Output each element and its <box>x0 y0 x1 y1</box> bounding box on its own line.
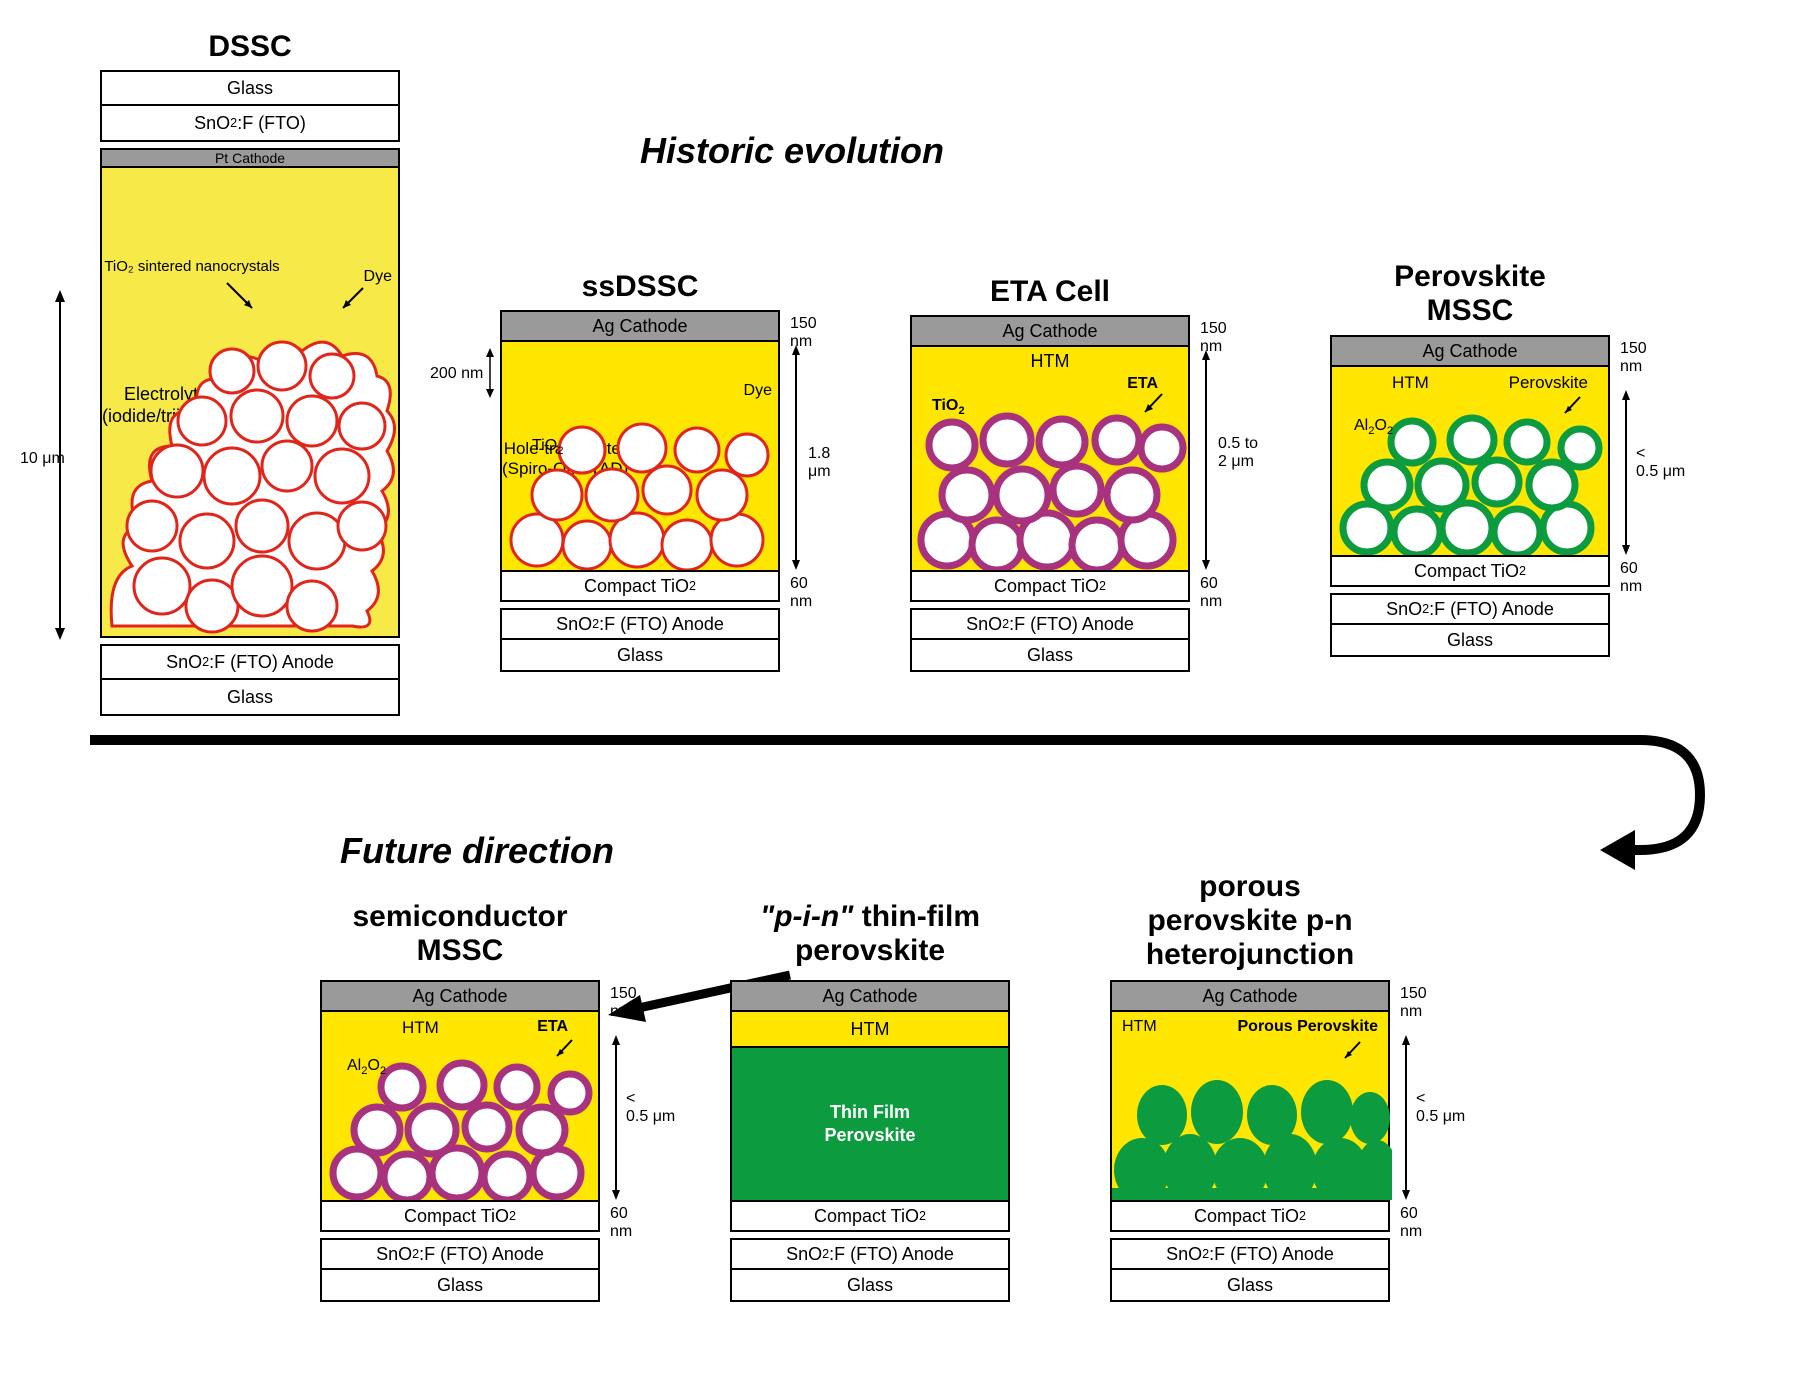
pmssc-dim-meso: < 0.5 μm <box>1636 445 1685 480</box>
smssc-title: semiconductor MSSC <box>320 900 600 968</box>
smssc-compact: Compact TiO2 <box>320 1202 600 1232</box>
porous-dim-60: 60 nm <box>1400 1205 1422 1241</box>
pmssc-fto: SnO2:F (FTO) Anode <box>1330 593 1610 625</box>
eta-tio2-label: TiO2 <box>932 397 965 417</box>
pin-ag: Ag Cathode <box>730 980 1010 1012</box>
ssdssc-dye: Dye <box>744 382 772 400</box>
smssc-dim-meso: < 0.5 μm <box>626 1090 675 1125</box>
ssdssc-fto: SnO2:F (FTO) Anode <box>500 608 780 640</box>
dssc-pt: Pt Cathode <box>100 148 400 168</box>
eta-dim-meso: 0.5 to 2 μm <box>1218 435 1258 471</box>
dssc-fto-bot: SnO2:F (FTO) Anode <box>100 644 400 680</box>
dssc-title: DSSC <box>100 30 400 64</box>
dssc-tio2-label: TiO₂ sintered nanocrystals <box>92 258 292 275</box>
eta-htm: HTM ETA TiO2 <box>910 347 1190 572</box>
ssdssc-dim-60: 60 nm <box>790 575 812 611</box>
pmssc-glass: Glass <box>1330 625 1610 657</box>
ssdssc-tio2: TiO2 <box>532 437 563 457</box>
porous-ag: Ag Cathode <box>1110 980 1390 1012</box>
pin-film: Thin Film Perovskite <box>730 1048 1010 1202</box>
pmssc-htm: HTM Perovskite Al2O2 <box>1330 367 1610 557</box>
eta-title: ETA Cell <box>910 275 1190 309</box>
porous-compact: Compact TiO2 <box>1110 1202 1390 1232</box>
ssdssc-ag: Ag Cathode <box>500 310 780 342</box>
pin-compact: Compact TiO2 <box>730 1202 1010 1232</box>
pmssc-dim-60: 60 nm <box>1620 560 1642 596</box>
eta-ag: Ag Cathode <box>910 315 1190 347</box>
pmssc-compact: Compact TiO2 <box>1330 557 1610 587</box>
porous-fto: SnO2:F (FTO) Anode <box>1110 1238 1390 1270</box>
dssc-glass-bot: Glass <box>100 680 400 716</box>
cell-smssc: semiconductor MSSC Ag Cathode HTM ETA Al… <box>320 900 600 1222</box>
dssc-nanocrystals <box>102 276 402 636</box>
eta-fto: SnO2:F (FTO) Anode <box>910 608 1190 640</box>
porous-htm: HTM Porous Perovskite <box>1110 1012 1390 1202</box>
cell-pin: "p-i-n" thin-film perovskite Ag Cathode … <box>730 900 1010 1222</box>
cell-eta: ETA Cell Ag Cathode HTM ETA TiO2 Compact… <box>910 275 1190 632</box>
ssdssc-glass: Glass <box>500 640 780 672</box>
pin-title: "p-i-n" thin-film perovskite <box>730 900 1010 968</box>
historic-title: Historic evolution <box>640 130 944 172</box>
ssdssc-compact: Compact TiO2 <box>500 572 780 602</box>
smssc-ag: Ag Cathode <box>320 980 600 1012</box>
smssc-htm: HTM ETA Al2O2 <box>320 1012 600 1202</box>
porous-dim-meso: < 0.5 μm <box>1416 1090 1465 1125</box>
cell-pmssc: Perovskite MSSC Ag Cathode HTM Perovskit… <box>1330 260 1610 582</box>
smssc-eta: ETA <box>537 1018 568 1036</box>
pin-glass: Glass <box>730 1270 1010 1302</box>
cell-dssc: DSSC Glass SnO2:F (FTO) Pt Cathode Elect… <box>100 30 400 676</box>
pmssc-al2o2: Al2O2 <box>1354 417 1393 437</box>
dssc-dye-label: Dye <box>364 268 392 286</box>
smssc-dim-60: 60 nm <box>610 1205 632 1241</box>
smssc-al2o2: Al2O2 <box>347 1057 386 1077</box>
dssc-fto-top: SnO2:F (FTO) <box>100 106 400 142</box>
dssc-electrolyte: Electrolyte (iodide/triiodide) TiO <box>100 168 400 638</box>
eta-glass: Glass <box>910 640 1190 672</box>
eta-dim-60: 60 nm <box>1200 575 1222 611</box>
pmssc-dim-150: 150 nm <box>1620 340 1647 376</box>
ssdssc-dim-arrow <box>788 345 804 570</box>
eta-compact: Compact TiO2 <box>910 572 1190 602</box>
porous-glass: Glass <box>1110 1270 1390 1302</box>
ssdssc-htm: Hole-transporter (Spiro-OMeTAD) Dye TiO2 <box>500 342 780 572</box>
ssdssc-nanocrystals <box>502 400 782 570</box>
pin-htm: HTM <box>730 1012 1010 1048</box>
pmssc-ag: Ag Cathode <box>1330 335 1610 367</box>
eta-eta-label: ETA <box>1127 375 1158 393</box>
pmssc-title: Perovskite MSSC <box>1330 260 1610 328</box>
porous-blobs <box>1112 1040 1392 1200</box>
pin-fto: SnO2:F (FTO) Anode <box>730 1238 1010 1270</box>
smssc-fto: SnO2:F (FTO) Anode <box>320 1238 600 1270</box>
ssdssc-title: ssDSSC <box>500 270 780 304</box>
porous-title: porous perovskite p-n heterojunction <box>1110 870 1390 972</box>
smssc-dim-150: 150 nm <box>610 985 637 1021</box>
dssc-dim: 10 μm <box>20 450 65 468</box>
ssdssc-dim-meso: 1.8 μm <box>808 445 831 481</box>
porous-poro: Porous Perovskite <box>1238 1018 1379 1036</box>
ssdssc-dim-200: 200 nm <box>430 365 483 383</box>
smssc-glass: Glass <box>320 1270 600 1302</box>
dssc-glass-top: Glass <box>100 70 400 106</box>
cell-porous: porous perovskite p-n heterojunction Ag … <box>1110 870 1390 1192</box>
cell-ssdssc: ssDSSC Ag Cathode Hole-transporter (Spir… <box>500 270 780 632</box>
porous-dim-150: 150 nm <box>1400 985 1427 1021</box>
